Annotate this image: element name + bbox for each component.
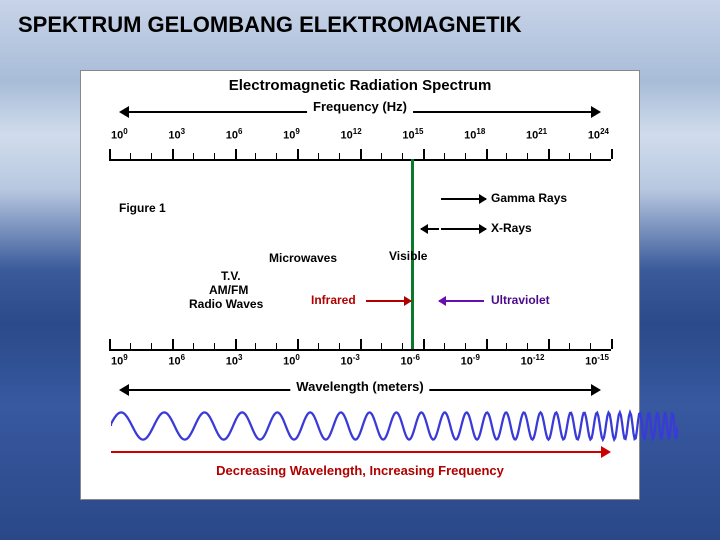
axis-tick: 106 <box>168 353 185 368</box>
axis-tick: 1015 <box>402 127 423 142</box>
axis-tick: 106 <box>226 127 243 142</box>
axis-tick: 10-15 <box>585 353 609 368</box>
frequency-label: Frequency (Hz) <box>307 99 413 114</box>
freq-ticks: 100 103 106 109 1012 1015 1018 1021 1024 <box>111 127 609 142</box>
uv-arrow <box>439 300 484 302</box>
xray-label: X-Rays <box>491 221 532 235</box>
axis-tick: 103 <box>226 353 243 368</box>
radio-label-1: T.V. <box>221 269 241 283</box>
axis-tick: 1024 <box>588 127 609 142</box>
axis-tick: 1012 <box>341 127 362 142</box>
microwaves-label: Microwaves <box>269 251 337 265</box>
bottom-red-arrow <box>111 451 609 453</box>
wave-ruler <box>109 349 611 351</box>
wavelength-label: Wavelength (meters) <box>290 379 429 394</box>
visible-label: Visible <box>389 249 427 263</box>
diagram-title: Electromagnetic Radiation Spectrum <box>81 71 639 94</box>
axis-tick: 1021 <box>526 127 547 142</box>
infrared-label: Infrared <box>311 293 356 307</box>
axis-tick: 100 <box>283 353 300 368</box>
axis-tick: 109 <box>111 353 128 368</box>
axis-tick: 109 <box>283 127 300 142</box>
bottom-caption: Decreasing Wavelength, Increasing Freque… <box>81 463 639 478</box>
axis-tick: 10-12 <box>521 353 545 368</box>
axis-tick: 100 <box>111 127 128 142</box>
wave-graphic <box>111 409 678 443</box>
axis-tick: 10-9 <box>461 353 480 368</box>
ultraviolet-label: Ultraviolet <box>491 293 550 307</box>
gamma-label: Gamma Rays <box>491 191 567 205</box>
gamma-arrow <box>441 198 486 200</box>
axis-tick: 10-6 <box>401 353 420 368</box>
xray-arrow-left <box>421 228 439 230</box>
radio-label-2: AM/FM <box>209 283 248 297</box>
xray-arrow <box>441 228 486 230</box>
slide-title: SPEKTRUM GELOMBANG ELEKTROMAGNETIK <box>18 12 522 38</box>
spectrum-diagram: Electromagnetic Radiation Spectrum Frequ… <box>80 70 640 500</box>
freq-ruler <box>109 159 611 161</box>
figure-label: Figure 1 <box>119 201 166 215</box>
radio-label-3: Radio Waves <box>189 297 263 311</box>
axis-tick: 103 <box>168 127 185 142</box>
axis-tick: 10-3 <box>341 353 360 368</box>
axis-tick: 1018 <box>464 127 485 142</box>
wave-ticks: 109 106 103 100 10-3 10-6 10-9 10-12 10-15 <box>111 353 609 368</box>
infrared-arrow <box>366 300 411 302</box>
